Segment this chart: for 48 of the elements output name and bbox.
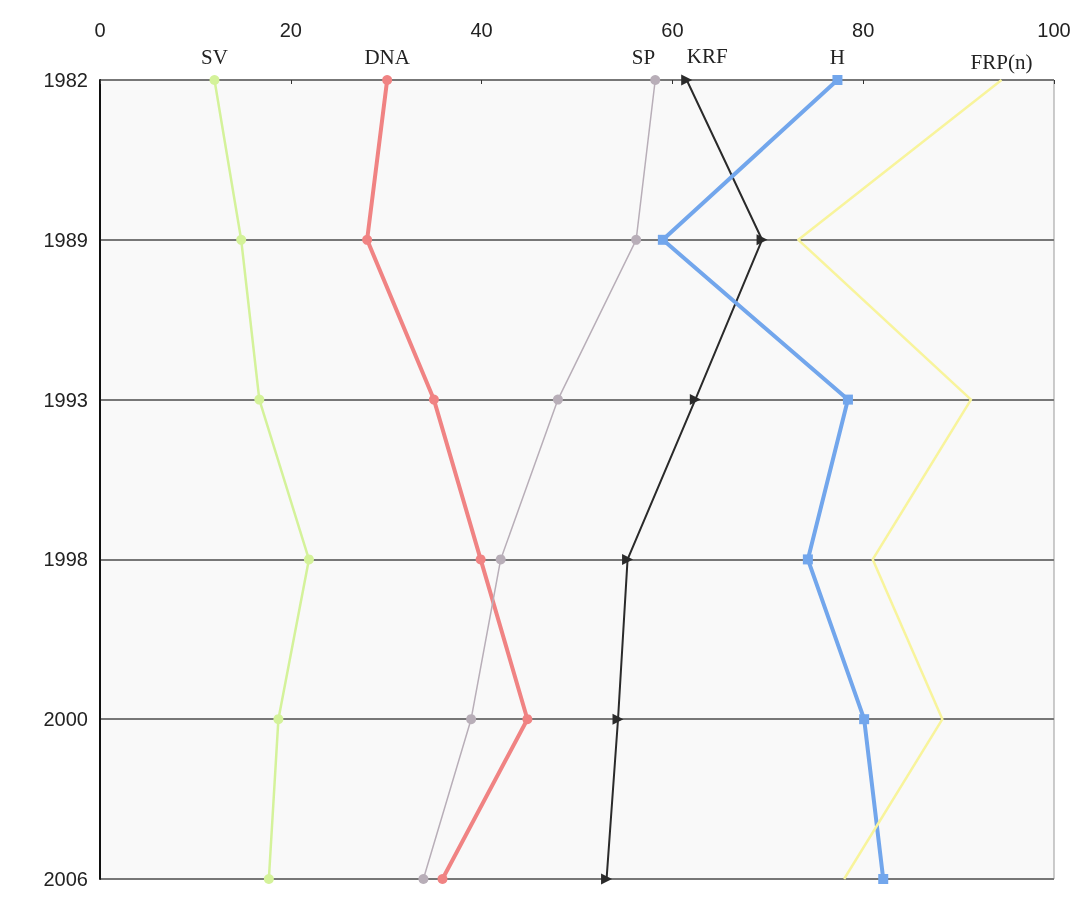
x-tick-label: 80 xyxy=(852,19,875,41)
x-tick-label: 20 xyxy=(279,19,302,41)
point xyxy=(631,234,642,245)
y-tick-label: 1998 xyxy=(43,548,88,571)
point xyxy=(522,714,533,725)
y-tick-label: 2000 xyxy=(43,708,88,731)
y-tick-label: 2006 xyxy=(43,868,88,890)
point xyxy=(303,554,314,565)
y-tick-label: 1989 xyxy=(43,228,88,251)
point xyxy=(612,713,624,725)
point xyxy=(209,75,220,85)
point xyxy=(681,74,693,86)
point xyxy=(832,75,843,85)
series-label: KRF xyxy=(686,44,728,68)
point xyxy=(802,554,813,565)
point xyxy=(552,394,563,405)
y-tick-label: 1993 xyxy=(43,388,88,411)
point xyxy=(657,234,668,245)
point xyxy=(428,394,439,405)
point xyxy=(842,394,853,405)
x-tick-label: 60 xyxy=(661,19,684,41)
point xyxy=(418,874,429,884)
series-label: SP xyxy=(631,44,656,69)
series-label: DNA xyxy=(364,44,411,69)
point xyxy=(273,714,284,725)
point xyxy=(689,394,701,406)
x-tick-label: 0 xyxy=(94,19,106,41)
x-tick-label: 40 xyxy=(470,19,493,41)
point xyxy=(437,874,448,884)
point xyxy=(601,873,613,885)
series-label: H xyxy=(829,44,846,69)
point xyxy=(236,234,247,245)
point xyxy=(254,394,265,405)
point xyxy=(878,874,889,884)
point xyxy=(650,75,661,85)
point xyxy=(382,75,393,85)
point xyxy=(475,554,486,565)
point xyxy=(859,714,870,725)
x-tick-label: 100 xyxy=(1037,19,1071,41)
point xyxy=(362,234,373,245)
y-tick-label: 1982 xyxy=(43,69,88,91)
series-label: SV xyxy=(201,44,228,69)
point xyxy=(466,714,477,725)
point xyxy=(756,234,768,246)
series-label: FRP(n) xyxy=(970,49,1033,74)
point xyxy=(622,553,634,565)
point xyxy=(495,554,506,565)
point xyxy=(263,874,274,884)
